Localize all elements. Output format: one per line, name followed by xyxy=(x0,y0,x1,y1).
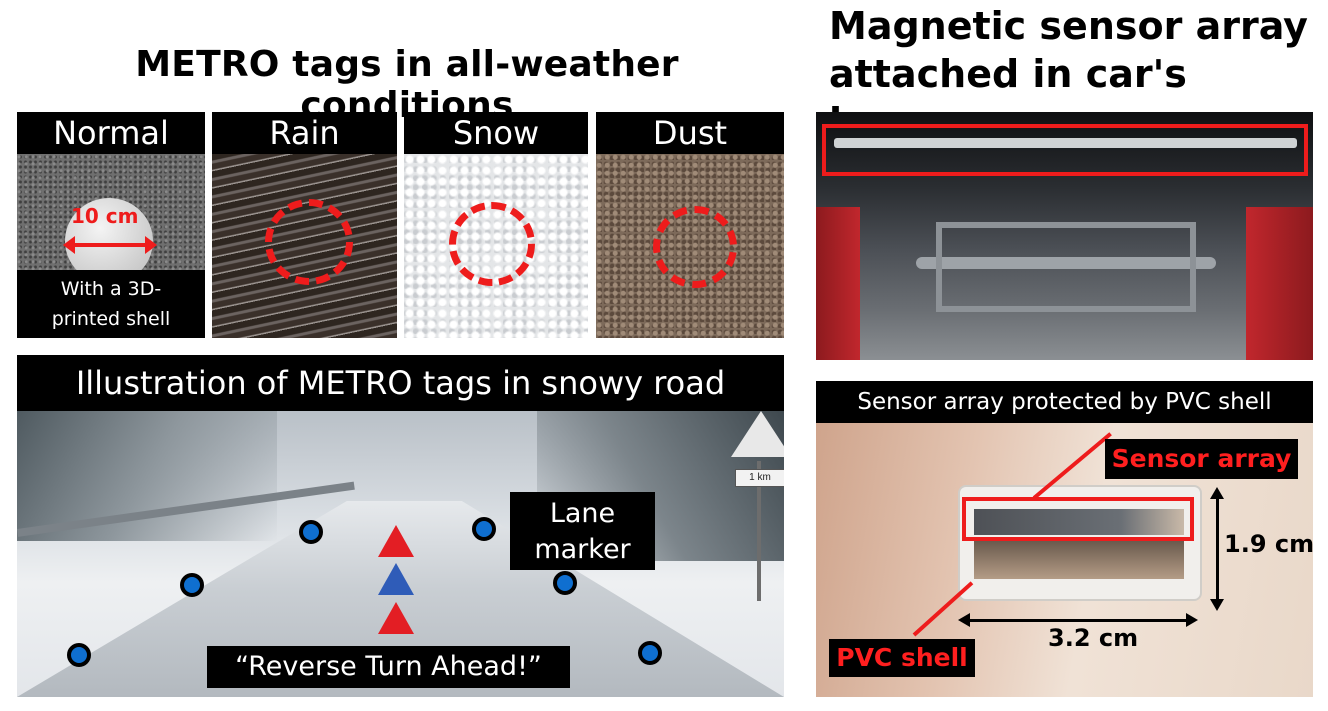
blue-triangle-tag xyxy=(378,563,414,595)
arrow-head-left xyxy=(63,236,75,254)
hidden-tag-circle xyxy=(449,202,535,286)
dust-photo xyxy=(596,154,784,338)
pvc-pointer-arrow xyxy=(912,581,974,637)
shell-caption: With a 3D-printed shell xyxy=(17,270,205,338)
hidden-tag-circle xyxy=(265,199,353,285)
shell-cavity xyxy=(974,541,1184,579)
condition-label-snow: Snow xyxy=(404,112,588,154)
lane-marker-tag xyxy=(553,571,577,595)
height-measure-label: 1.9 cm xyxy=(1224,530,1315,558)
height-arrow-bottom xyxy=(1210,599,1224,611)
sensor-board xyxy=(974,509,1184,535)
measure-arrow xyxy=(69,243,149,247)
sensor-array-label: Sensor array xyxy=(1105,439,1298,479)
condition-label-dust: Dust xyxy=(596,112,784,154)
red-lift-right xyxy=(1246,207,1313,360)
tag-shell xyxy=(65,198,153,284)
sensor-highlight-box xyxy=(822,124,1308,176)
width-dimension-line xyxy=(966,619,1188,622)
snow-photo xyxy=(404,154,588,338)
condition-panel-normal: Normal 10 cm With a 3D-printed shell xyxy=(17,112,205,338)
lane-marker-tag xyxy=(299,520,323,544)
condition-label-rain: Rain xyxy=(212,112,397,154)
width-arrow-left xyxy=(958,613,970,627)
illustration-title: Illustration of METRO tags in snowy road xyxy=(17,355,784,411)
bumper-bar xyxy=(834,138,1297,148)
condition-panel-dust: Dust xyxy=(596,112,784,338)
subframe xyxy=(936,222,1196,312)
pvc-shell-label: PVC shell xyxy=(829,639,975,677)
axle xyxy=(916,257,1216,269)
hidden-tag-circle xyxy=(653,206,737,288)
red-triangle-tag xyxy=(378,602,414,634)
sensor-highlight-box xyxy=(962,497,1194,541)
lane-marker-tag xyxy=(67,643,91,667)
pvc-shell-caption: Sensor array protected by PVC shell xyxy=(816,381,1313,423)
height-arrow-top xyxy=(1210,487,1224,499)
red-lift-left xyxy=(816,207,860,360)
arrow-head-right xyxy=(145,236,157,254)
tag-size-label: 10 cm xyxy=(71,204,139,228)
width-measure-label: 3.2 cm xyxy=(1048,624,1139,652)
condition-panel-rain: Rain xyxy=(212,112,397,338)
lane-marker-tag xyxy=(638,641,662,665)
condition-panel-snow: Snow xyxy=(404,112,588,338)
rain-photo xyxy=(212,154,397,338)
condition-label-normal: Normal xyxy=(17,112,205,154)
tree-line-left xyxy=(17,411,277,541)
warning-sign xyxy=(731,411,784,457)
width-arrow-right xyxy=(1186,613,1198,627)
height-dimension-line xyxy=(1216,493,1219,603)
reverse-turn-message: “Reverse Turn Ahead!” xyxy=(207,646,570,688)
lane-marker-tag xyxy=(472,517,496,541)
bumper-photo xyxy=(816,112,1313,360)
lane-marker-label: Lane marker xyxy=(510,492,655,570)
sensor-title-line1: Magnetic sensor array xyxy=(829,4,1308,48)
road-sign-post xyxy=(757,461,761,601)
pvc-shell-photo xyxy=(816,423,1313,697)
red-triangle-tag xyxy=(378,525,414,557)
lane-marker-tag xyxy=(180,573,204,597)
distance-sign: 1 km xyxy=(735,469,784,487)
weather-title: METRO tags in all-weather conditions xyxy=(135,44,679,126)
